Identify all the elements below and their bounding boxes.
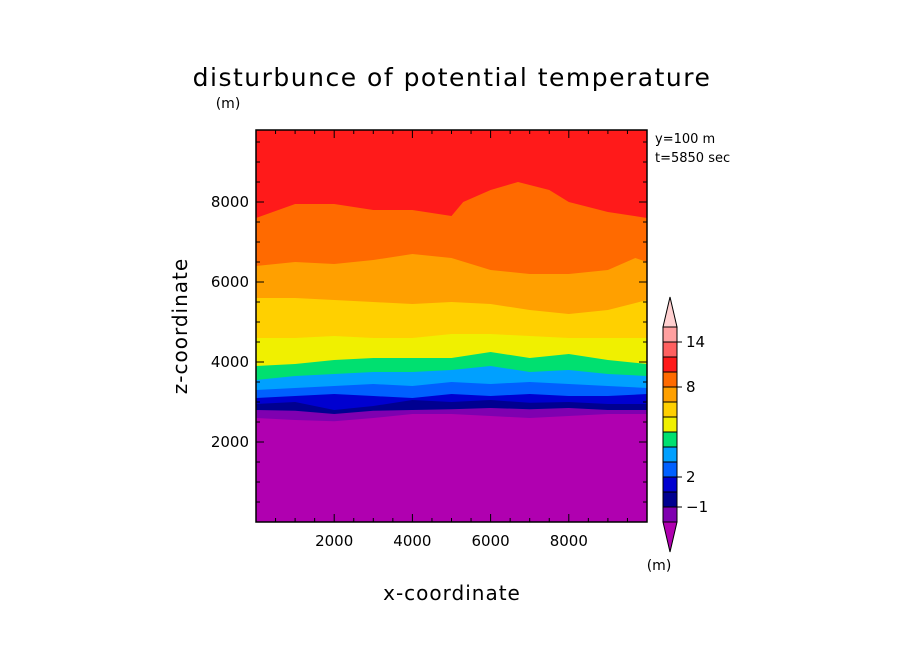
x-tick-label: 4000 — [393, 532, 431, 550]
colorbar-cell — [662, 386, 678, 403]
annotation-time: t=5850 sec — [655, 151, 730, 166]
chart-title: disturbunce of potential temperature — [193, 63, 712, 92]
x-axis: 2000 4000 6000 8000 — [275, 130, 628, 550]
colorbar-arrow-bottom — [662, 521, 678, 553]
x-tick-label: 6000 — [472, 532, 510, 550]
annotation-y-slice: y=100 m — [655, 132, 715, 147]
colorbar-cell — [662, 401, 678, 418]
y-tick-label: 8000 — [211, 193, 249, 211]
colorbar-tick-label: −1 — [686, 498, 708, 516]
y-tick-label: 2000 — [211, 433, 249, 451]
contour-band-0 — [256, 414, 647, 522]
colorbar-tick-label: 2 — [686, 468, 696, 486]
colorbar: 14 8 2 −1 — [662, 296, 708, 553]
y-axis: 2000 4000 6000 8000 — [211, 141, 647, 503]
colorbar-cell — [662, 326, 678, 343]
colorbar-units: (m) — [647, 558, 672, 574]
title-units: (m) — [216, 96, 241, 112]
colorbar-cell — [662, 341, 678, 358]
colorbar-cell — [662, 416, 678, 433]
colorbar-tick-label: 14 — [686, 333, 705, 351]
colorbar-cell — [662, 491, 678, 508]
colorbar-cell — [662, 431, 678, 448]
x-tick-label: 8000 — [550, 532, 588, 550]
colorbar-cell — [662, 476, 678, 493]
y-tick-label: 4000 — [211, 353, 249, 371]
y-tick-label: 6000 — [211, 273, 249, 291]
colorbar-arrow-top — [662, 296, 678, 328]
colorbar-cell — [662, 356, 678, 373]
colorbar-cell — [662, 371, 678, 388]
colorbar-tick-label: 8 — [686, 378, 696, 396]
y-axis-label: z-coordinate — [168, 258, 192, 394]
colorbar-cell — [662, 461, 678, 478]
x-axis-label: x-coordinate — [383, 581, 521, 605]
colorbar-cell — [662, 446, 678, 463]
x-tick-label: 2000 — [315, 532, 353, 550]
colorbar-cell — [662, 506, 678, 523]
plot-area — [256, 130, 647, 522]
